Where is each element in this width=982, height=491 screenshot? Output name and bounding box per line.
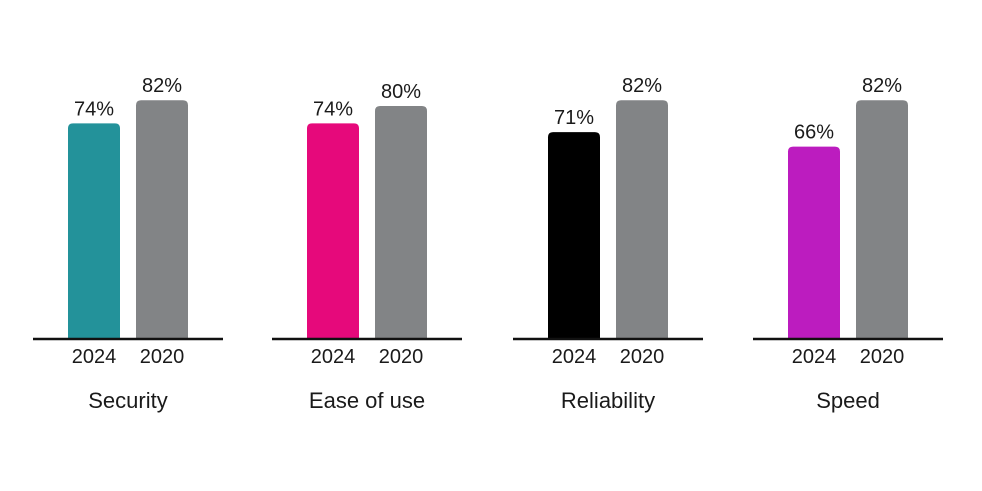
value-label-ease-of-use-2024: 74% [313, 98, 353, 120]
bar-speed-2020 [856, 100, 908, 338]
panel-security: 74% 2024 82% 2020 Security [33, 75, 223, 413]
value-label-speed-2020: 82% [862, 75, 902, 97]
bar-ease-of-use-2020 [375, 106, 427, 338]
value-label-reliability-2024: 71% [554, 107, 594, 129]
bar-ease-of-use-2024 [307, 123, 359, 339]
bar-security-2020 [136, 100, 188, 338]
bar-speed-2024 [788, 146, 840, 338]
bar-security-2024 [68, 123, 120, 339]
value-label-security-2020: 82% [142, 75, 182, 97]
value-label-reliability-2020: 82% [622, 75, 662, 97]
tick-label-ease-of-use-2020: 2020 [379, 346, 424, 368]
tick-label-speed-2024: 2024 [792, 346, 837, 368]
value-label-ease-of-use-2020: 80% [381, 81, 421, 103]
panel-reliability: 71% 2024 82% 2020 Reliability [513, 75, 703, 413]
tick-label-ease-of-use-2024: 2024 [311, 346, 356, 368]
tick-label-security-2024: 2024 [72, 346, 117, 368]
value-label-security-2024: 74% [74, 98, 114, 120]
value-label-speed-2024: 66% [794, 122, 834, 144]
panel-ease-of-use: 74% 2024 80% 2020 Ease of use [272, 81, 462, 413]
category-label-ease-of-use: Ease of use [309, 388, 425, 413]
tick-label-security-2020: 2020 [140, 346, 185, 368]
tick-label-reliability-2020: 2020 [620, 346, 665, 368]
panel-speed: 66% 2024 82% 2020 Speed [753, 75, 943, 413]
tick-label-reliability-2024: 2024 [552, 346, 597, 368]
tick-label-speed-2020: 2020 [860, 346, 905, 368]
bar-reliability-2020 [616, 100, 668, 338]
category-label-speed: Speed [816, 388, 880, 413]
category-label-security: Security [88, 388, 167, 413]
category-label-reliability: Reliability [561, 388, 655, 413]
bar-reliability-2024 [548, 132, 600, 338]
